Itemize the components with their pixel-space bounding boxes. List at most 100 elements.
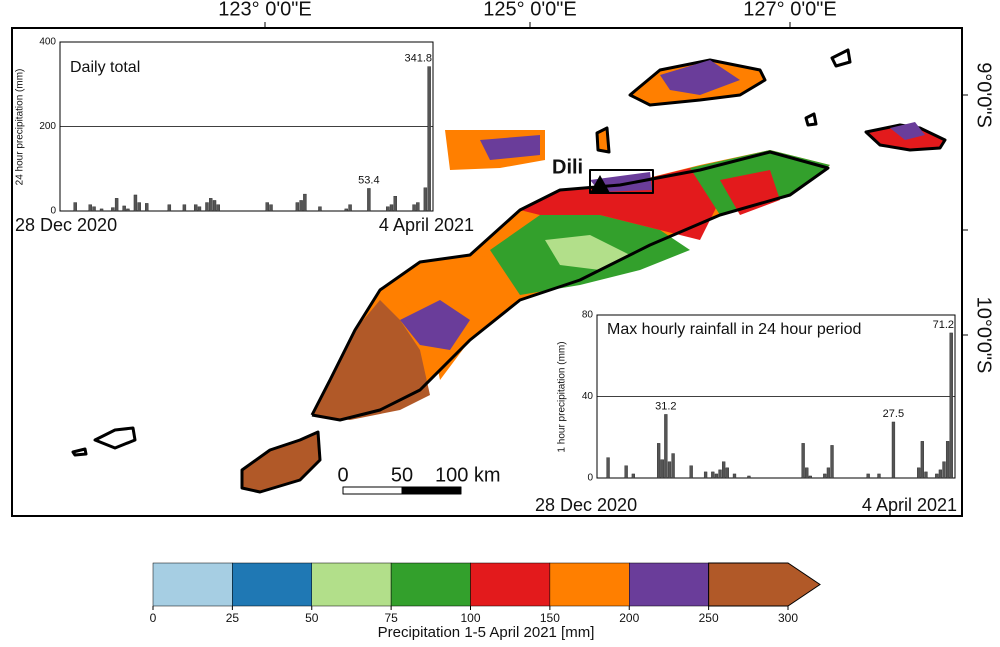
bar — [122, 205, 126, 212]
bar — [386, 206, 390, 212]
colorbar-label: Precipitation 1-5 April 2021 [mm] — [378, 624, 595, 641]
colorbar-tick-label: 300 — [778, 611, 798, 625]
bar — [808, 475, 813, 479]
x-label: 4 April 2021 — [379, 215, 474, 235]
y-tick-label: 400 — [39, 37, 56, 48]
colorbar-tick-label: 250 — [699, 611, 719, 625]
bar — [660, 459, 664, 479]
lat-label: 10°0'0"S — [973, 297, 995, 374]
colorbar-tick-label: 150 — [540, 611, 560, 625]
colorbar-segment — [549, 562, 630, 607]
bar — [197, 206, 202, 212]
bar — [689, 465, 693, 479]
bar — [348, 204, 352, 212]
bar — [303, 193, 307, 212]
x-label: 4 April 2021 — [862, 495, 957, 515]
inset-title: Daily total — [70, 59, 140, 76]
bar — [935, 473, 939, 479]
colorbar-segment — [708, 562, 821, 607]
scale-label: 100 km — [435, 464, 501, 486]
bar — [133, 194, 138, 212]
bar — [216, 204, 220, 212]
bar — [714, 473, 719, 479]
lon-label: 127° 0'0"E — [743, 0, 836, 20]
colorbar-tick-label: 200 — [619, 611, 639, 625]
bar — [718, 469, 722, 479]
value-label: 71.2 — [933, 319, 954, 331]
bar — [826, 467, 831, 479]
colorbar-tick-label: 25 — [226, 611, 240, 625]
bar — [114, 198, 119, 212]
bar — [193, 204, 198, 212]
y-tick-label: 0 — [50, 206, 56, 217]
colorbar-segment — [629, 562, 709, 607]
value-label: 27.5 — [883, 408, 904, 420]
bar — [656, 443, 661, 479]
bar — [711, 471, 715, 479]
bar — [126, 208, 130, 212]
bar — [942, 461, 946, 479]
bar — [732, 473, 737, 479]
bar — [747, 475, 751, 479]
bar — [145, 203, 149, 212]
bar — [945, 441, 950, 479]
bar — [891, 421, 896, 479]
bar — [299, 200, 303, 212]
bar — [606, 457, 610, 479]
colorbar-segment — [232, 562, 312, 607]
value-label: 53.4 — [358, 174, 379, 186]
y-tick-label: 200 — [39, 121, 56, 132]
bar — [412, 204, 416, 212]
bar — [92, 206, 96, 212]
lat-label: 9°0'0"S — [973, 62, 995, 128]
bar — [667, 461, 672, 479]
bar — [88, 204, 92, 212]
value-label: 31.2 — [655, 400, 676, 412]
value-label: 341.8 — [404, 52, 432, 64]
bar — [866, 473, 870, 479]
bar — [924, 471, 928, 479]
bar — [137, 202, 141, 212]
bar — [182, 204, 187, 212]
bar — [73, 202, 77, 212]
bar — [725, 467, 729, 479]
inset-title: Max hourly rainfall in 24 hour period — [607, 321, 861, 338]
bar — [624, 465, 628, 479]
x-label: 28 Dec 2020 — [535, 495, 637, 515]
bar — [917, 467, 921, 479]
bar — [295, 202, 300, 212]
bar — [99, 208, 104, 212]
y-axis-label: 24 hour precipitation (mm) — [15, 69, 26, 186]
colorbar-segment — [311, 562, 392, 607]
bar — [318, 206, 322, 212]
bar — [423, 187, 428, 212]
y-tick-label: 0 — [587, 473, 593, 484]
bar — [209, 198, 213, 212]
bar — [823, 473, 827, 479]
bar — [722, 461, 726, 479]
y-tick-label: 80 — [582, 310, 594, 321]
bar — [830, 445, 834, 479]
bar — [938, 469, 943, 479]
bar — [416, 202, 420, 212]
bar — [344, 208, 349, 212]
bar — [167, 204, 172, 212]
colorbar-tick-label: 75 — [384, 611, 398, 625]
colorbar-segment — [390, 562, 471, 607]
bar — [949, 332, 953, 479]
lon-label: 123° 0'0"E — [218, 0, 311, 20]
colorbar-tick-label: 50 — [305, 611, 319, 625]
bar — [269, 204, 273, 212]
bar — [205, 202, 209, 212]
bar — [631, 473, 636, 479]
bar — [389, 204, 394, 212]
bar — [805, 467, 809, 479]
bar — [212, 200, 217, 212]
bar — [703, 471, 708, 479]
bar — [671, 453, 675, 479]
bar — [664, 414, 668, 479]
place-label: Dili — [552, 156, 583, 178]
y-tick-label: 40 — [582, 391, 594, 402]
colorbar-tick-label: 100 — [460, 611, 480, 625]
